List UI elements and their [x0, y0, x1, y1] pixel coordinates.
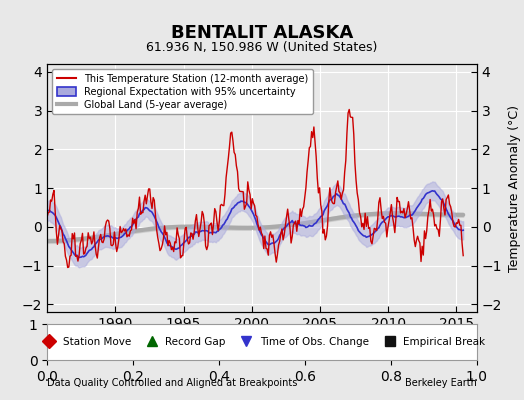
Text: Berkeley Earth: Berkeley Earth	[405, 378, 477, 388]
Text: Data Quality Controlled and Aligned at Breakpoints: Data Quality Controlled and Aligned at B…	[47, 378, 298, 388]
Legend: Station Move, Record Gap, Time of Obs. Change, Empirical Break: Station Move, Record Gap, Time of Obs. C…	[35, 333, 489, 351]
Text: BENTALIT ALASKA: BENTALIT ALASKA	[171, 24, 353, 42]
Text: 61.936 N, 150.986 W (United States): 61.936 N, 150.986 W (United States)	[146, 41, 378, 54]
Legend: This Temperature Station (12-month average), Regional Expectation with 95% uncer: This Temperature Station (12-month avera…	[52, 69, 313, 114]
Y-axis label: Temperature Anomaly (°C): Temperature Anomaly (°C)	[508, 104, 521, 272]
